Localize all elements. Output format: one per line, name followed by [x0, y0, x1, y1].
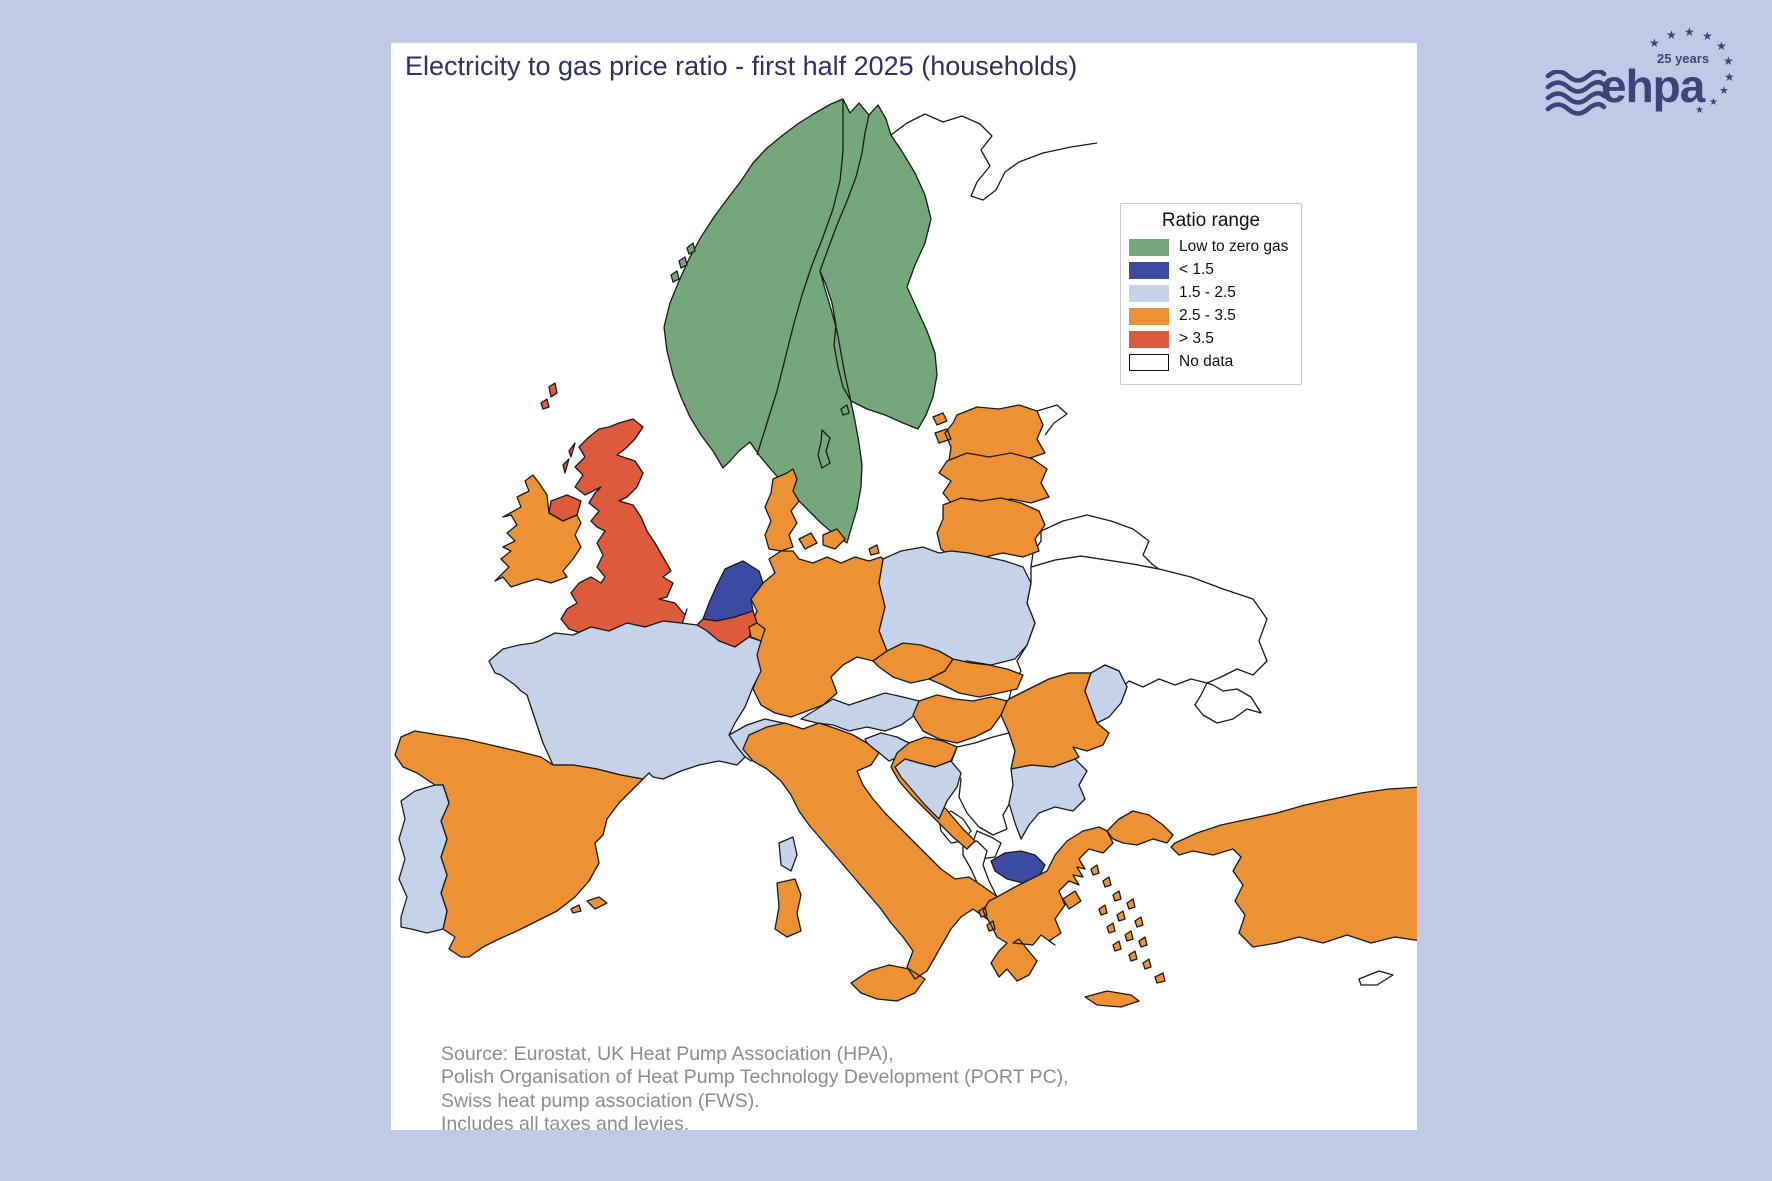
country-belarus: [1030, 514, 1160, 570]
country-portugal: [398, 784, 450, 934]
star-icon: ★: [1684, 25, 1695, 39]
legend-item-mid: 1.5 - 2.5: [1129, 284, 1293, 302]
border-sweden-finland: [819, 114, 870, 272]
ehpa-logo: ehpa 25 years ★ ★ ★ ★ ★ ★ ★ ★ ★ ★: [1545, 15, 1765, 120]
source-line: Swiss heat pump association (FWS).: [441, 1089, 760, 1112]
legend-swatch-high: [1129, 307, 1169, 325]
legend-item-low: Low to zero gas: [1129, 238, 1293, 256]
country-romania: [1000, 672, 1110, 770]
star-icon: ★: [1724, 70, 1735, 84]
country-denmark: [764, 468, 880, 556]
star-icon: ★: [1716, 39, 1727, 53]
country-spain: [394, 730, 644, 958]
star-icon: ★: [1666, 28, 1677, 42]
star-icon: ★: [1709, 97, 1718, 108]
russia-arctic-coast: [890, 113, 1098, 201]
country-macedonia: [990, 850, 1046, 884]
country-moldova: [1084, 664, 1128, 724]
legend-swatch-nodata: [1129, 353, 1169, 371]
country-germany: [748, 550, 888, 718]
ehpa-25years: 25 years: [1657, 51, 1710, 66]
map-panel: Electricity to gas price ratio - first h…: [391, 43, 1417, 1135]
country-latvia: [938, 452, 1050, 506]
legend-swatch-lt15: [1129, 261, 1169, 279]
europe-choropleth-map: [394, 98, 1417, 1008]
country-france: [488, 620, 762, 780]
star-icon: ★: [1723, 54, 1734, 68]
country-fennoscandia: [663, 98, 938, 544]
country-lithuania: [936, 497, 1046, 558]
legend-box: Ratio range Low to zero gas < 1.5 1.5 - …: [1120, 203, 1302, 385]
country-crimea: [1194, 682, 1262, 724]
legend-title: Ratio range: [1161, 210, 1261, 231]
country-croatia: [890, 736, 976, 850]
country-slovakia: [928, 658, 1024, 698]
country-hungary: [912, 694, 1008, 744]
legend-item-lt15: < 1.5: [1129, 261, 1293, 279]
country-gotland: [817, 429, 831, 469]
border-norway-sweden: [756, 99, 844, 456]
star-icon: ★: [1719, 85, 1729, 97]
legend-item-vhigh: > 3.5: [1129, 330, 1293, 348]
country-greece: [978, 826, 1166, 1008]
source-note: Source: Eurostat, UK Heat Pump Associati…: [441, 1043, 1069, 1137]
country-estonia: [932, 404, 1046, 462]
legend-item-nodata: No data: [1129, 353, 1293, 371]
legend-item-high: 2.5 - 3.5: [1129, 307, 1293, 325]
country-bosnia: [894, 758, 962, 820]
country-italy: [742, 722, 1016, 1002]
legend-swatch-low: [1129, 238, 1169, 256]
country-ireland: [494, 474, 582, 588]
country-turkey: [1106, 786, 1417, 948]
star-icon: ★: [1702, 29, 1713, 43]
legend-swatch-vhigh: [1129, 330, 1169, 348]
country-cyprus: [1358, 970, 1394, 986]
russia-gulf-coast: [1036, 404, 1068, 436]
source-line: Source: Eurostat, UK Heat Pump Associati…: [441, 1043, 894, 1065]
star-icon: ★: [1695, 105, 1704, 116]
country-serbia: [950, 732, 1020, 836]
country-corsica: [778, 836, 798, 872]
source-line: Includes all taxes and levies.: [441, 1113, 690, 1136]
ehpa-waves-icon: [1545, 70, 1607, 116]
country-norway_isles: [670, 242, 850, 416]
ehpa-wordmark: ehpa: [1601, 60, 1705, 112]
country-bulgaria: [1008, 758, 1088, 840]
star-icon: ★: [1649, 36, 1660, 50]
legend-swatch-mid: [1129, 284, 1169, 302]
page-title: Electricity to gas price ratio - first h…: [405, 51, 1078, 81]
source-line: Polish Organisation of Heat Pump Technol…: [441, 1066, 1069, 1089]
